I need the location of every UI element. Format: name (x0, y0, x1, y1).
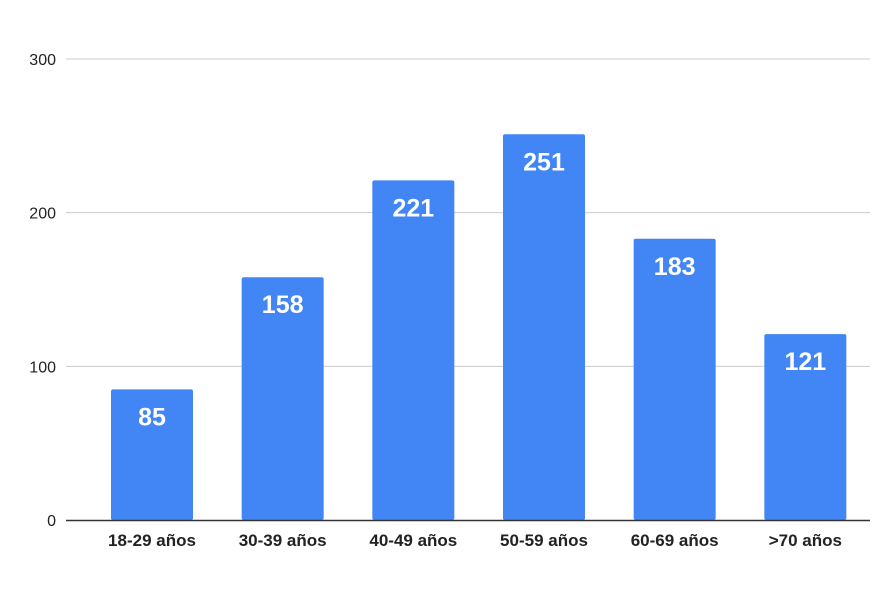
y-tick-label-300: 300 (29, 52, 56, 69)
bars (111, 134, 847, 521)
x-category-label-3: 50-59 años (500, 531, 588, 550)
y-tick-label-200: 200 (29, 206, 56, 223)
bar-data-label-3: 251 (523, 148, 565, 176)
y-tick-label-0: 0 (47, 513, 56, 530)
bar-data-label-1: 158 (262, 291, 304, 319)
x-category-label-0: 18-29 años (108, 531, 196, 550)
bar-2 (372, 180, 455, 520)
bar-5 (764, 334, 847, 520)
bar-data-label-5: 121 (784, 348, 826, 376)
bar-0 (111, 389, 193, 520)
bar-3 (503, 134, 585, 520)
x-category-label-1: 30-39 años (239, 531, 327, 550)
x-category-label-5: >70 años (769, 531, 842, 550)
bar-data-label-0: 85 (138, 403, 166, 431)
x-axis-category-labels: 18-29 años 30-39 años 40-49 años 50-59 años… (108, 531, 842, 550)
bar-data-label-4: 183 (654, 253, 696, 281)
bar-data-label-2: 221 (392, 194, 434, 222)
y-axis-tick-labels: 0 100 200 300 (29, 52, 56, 530)
bar-4 (633, 238, 716, 521)
x-category-label-4: 60-69 años (631, 531, 719, 550)
bar-1 (241, 277, 324, 520)
gridlines (66, 58, 870, 367)
y-tick-label-100: 100 (29, 359, 56, 376)
bar-data-labels: 85 158 221 251 183 121 (138, 148, 826, 431)
x-category-label-2: 40-49 años (369, 531, 457, 550)
